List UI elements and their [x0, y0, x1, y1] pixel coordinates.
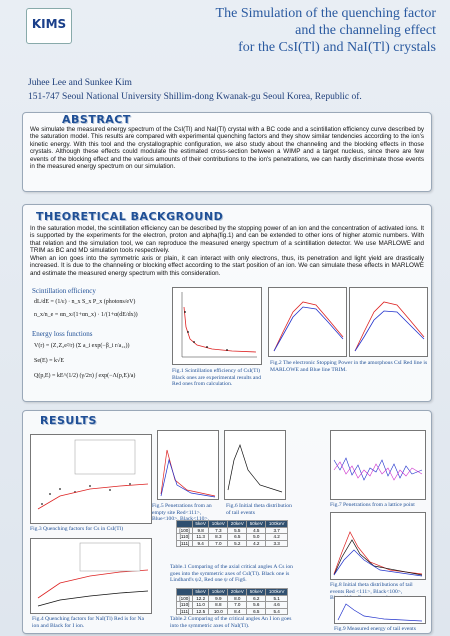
fig7-caption: Fig.7 Penetrations from a lattice point	[330, 502, 415, 508]
equation: dL/dE = (1/ε) · n_x S_x P_x (photons/eV)	[34, 299, 136, 305]
table-cell: 5.6	[246, 601, 267, 609]
table-row: 5keV 10keV 20keV 50keV 100keV	[175, 588, 288, 596]
table-cell: 11.3	[192, 533, 210, 541]
fig9-caption: Fig.9 Measured energy of tail events	[334, 626, 416, 632]
table-cell: 9.8	[192, 526, 210, 534]
equation: Se(E) = k√E	[34, 358, 65, 364]
fig5-caption: Fig.5 Penetrations from an empty site Re…	[152, 503, 212, 523]
fig7-plot	[330, 430, 426, 500]
table-cell: 4.6	[265, 601, 288, 609]
table-cell: 12.2	[192, 594, 210, 602]
abstract-text: We simulate the measured energy spectrum…	[30, 126, 424, 171]
equation: n_x/n_e = αn_x/(1+αn_x) · 1/(1+α(dE/dx))	[34, 312, 138, 318]
table-row: [100] 12.2 9.9 8.0 6.2 5.1	[175, 594, 288, 602]
table-cell: 3.3	[265, 539, 288, 547]
fig6-caption: Fig.6 Initial theta distribution of tail…	[226, 503, 292, 516]
scint-label: Scintillation efficiency	[32, 287, 96, 295]
table-cell: 100keV	[265, 588, 288, 596]
table-cell: 5keV	[192, 588, 210, 596]
energy-label: Energy loss functions	[32, 330, 93, 338]
table-cell: 7.0	[208, 539, 229, 547]
fig6-plot	[224, 430, 286, 500]
table-cell: 5.1	[265, 594, 288, 602]
fig5-plot	[157, 430, 219, 500]
equation: Q(p,E) = kE^(1/2) (γ/2π) ∫ exp(−Λ(p,E)/a…	[34, 373, 136, 379]
logo-text: KIMS	[31, 17, 67, 31]
table-row: [111] 9.4 7.0 5.2 4.2 3.3	[175, 539, 288, 547]
logo: KIMS	[26, 8, 72, 44]
fig4-plot	[30, 538, 152, 614]
table-row: [110] 11.0 8.8 7.0 5.6 4.6	[175, 601, 288, 609]
abstract-panel	[22, 112, 432, 192]
title-line: The Simulation of the quenching factor	[215, 6, 436, 21]
table-row: [111] 12.5 10.0 8.4 6.5 5.4	[175, 607, 288, 615]
fig1-plot	[172, 287, 262, 365]
table-cell: 12.5	[192, 607, 210, 615]
table-cell: 9.4	[192, 539, 210, 547]
table-cell: 3.7	[265, 526, 288, 534]
table-row: [100] 9.8 7.3 5.5 4.5 3.7	[175, 526, 288, 534]
fig2-plots	[268, 287, 428, 357]
table1-caption: Table.1 Comparing of the axial critical …	[170, 564, 293, 584]
table-cell: 100keV	[265, 520, 288, 528]
table-cell: 50keV	[246, 520, 267, 528]
title-line: for the CsI(Tl) and NaI(Tl) crystals	[238, 40, 436, 55]
table2-caption: Table.2 Comparing of the critical angles…	[170, 616, 292, 629]
authors: Juhee Lee and Sunkee Kim	[28, 78, 132, 88]
table-cell: [111]	[175, 607, 194, 615]
title-line: and the channeling effect	[295, 23, 436, 38]
table-row: [110] 11.3 8.3 6.5 5.0 4.2	[175, 533, 288, 541]
table-cell: 4.5	[246, 526, 267, 534]
table-cell: 4.2	[246, 539, 267, 547]
table-cell: 5keV	[192, 520, 210, 528]
fig3-plot	[30, 434, 152, 524]
table-cell: 6.2	[246, 594, 267, 602]
background-text: When an ion goes into the symmetric axis…	[30, 255, 424, 277]
fig8-plot	[330, 512, 426, 580]
table-cell: 5.4	[265, 607, 288, 615]
table-cell: 5.2	[227, 539, 248, 547]
affiliation: 151-747 Seoul National University Shilli…	[28, 92, 362, 102]
table2: 5keV 10keV 20keV 50keV 100keV [100] 12.2 9.9 8.0…	[175, 588, 288, 615]
table-cell: 6.5	[246, 607, 267, 615]
fig9-plot	[334, 596, 426, 624]
table-row: 5keV 10keV 20keV 50keV 100keV	[175, 520, 288, 528]
fig4-caption: Fig.4 Quenching factors for NaI(Tl) Red …	[32, 616, 144, 629]
background-heading: THEORETICAL BACKGROUND	[36, 210, 224, 223]
table-cell: 50keV	[246, 588, 267, 596]
results-heading: RESULTS	[40, 414, 97, 427]
table-cell: 10.0	[208, 607, 229, 615]
table-cell: 5.0	[246, 533, 267, 541]
fig1-caption: Fig.1 Scintillation efficiency of CsI(Tl…	[172, 368, 262, 388]
table-cell: 4.2	[265, 533, 288, 541]
table-cell: 8.4	[227, 607, 248, 615]
abstract-heading: ABSTRACT	[62, 113, 131, 126]
table-cell: [111]	[175, 539, 194, 547]
table1: 5keV 10keV 20keV 50keV 100keV [100] 9.8 7.3 5.5 4…	[175, 520, 288, 547]
fig3-caption: Fig.3 Quenching factors for Cs in CsI(Tl…	[30, 526, 124, 532]
background-text: In the saturation model, the scintillati…	[30, 225, 424, 255]
equation: V(r) = (Z₁Z₂e²/r) (Σ a_i exp(−β_i r/a₁₂)…	[34, 343, 130, 349]
table-cell: 11.0	[192, 601, 210, 609]
fig2-caption: Fig.2 The electronic Stopping Power in t…	[270, 360, 428, 373]
